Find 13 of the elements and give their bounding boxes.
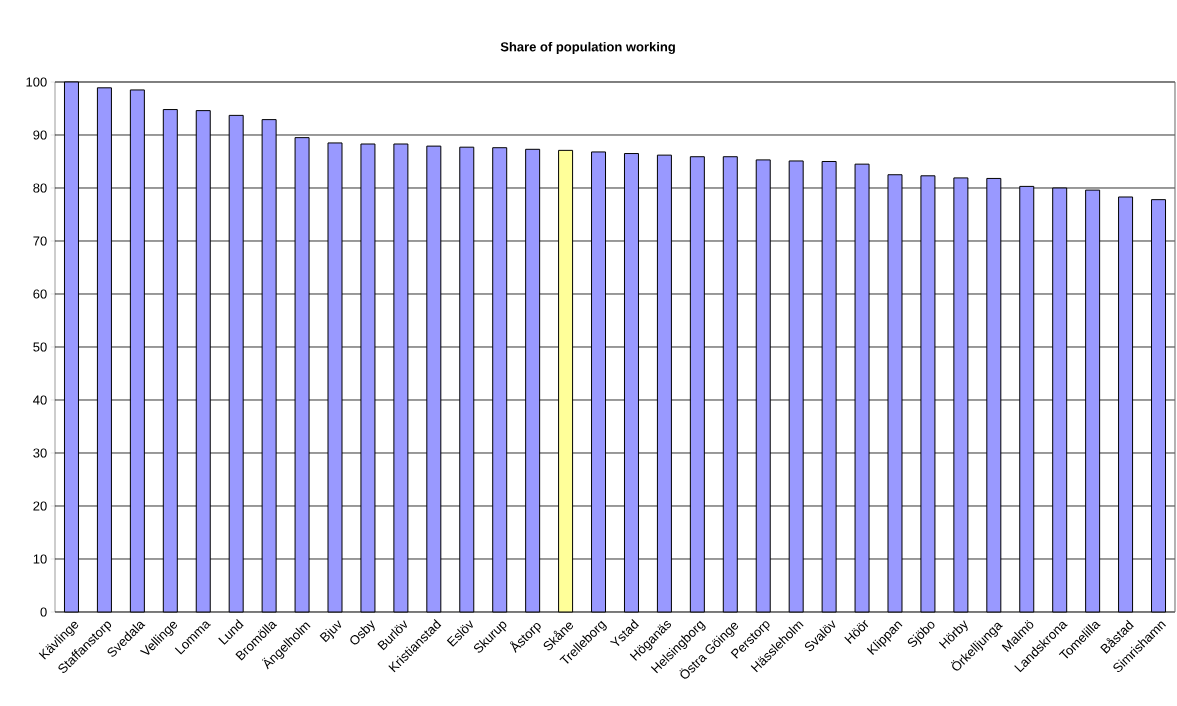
y-tick-label: 0 bbox=[40, 607, 47, 617]
y-tick-label: 100 bbox=[26, 77, 47, 87]
y-tick-label: 50 bbox=[33, 342, 47, 352]
y-tick-label: 90 bbox=[33, 130, 47, 140]
y-tick-label: 10 bbox=[33, 554, 47, 564]
y-tick-label: 20 bbox=[33, 501, 47, 511]
y-tick-label: 30 bbox=[33, 448, 47, 458]
y-tick-label: 60 bbox=[33, 289, 47, 299]
y-tick-label: 70 bbox=[33, 236, 47, 246]
x-tick-label: Bjuv bbox=[319, 620, 342, 643]
y-tick-label: 40 bbox=[33, 395, 47, 405]
chart-title: Share of population working bbox=[500, 41, 675, 55]
y-tick-label: 80 bbox=[33, 183, 47, 193]
